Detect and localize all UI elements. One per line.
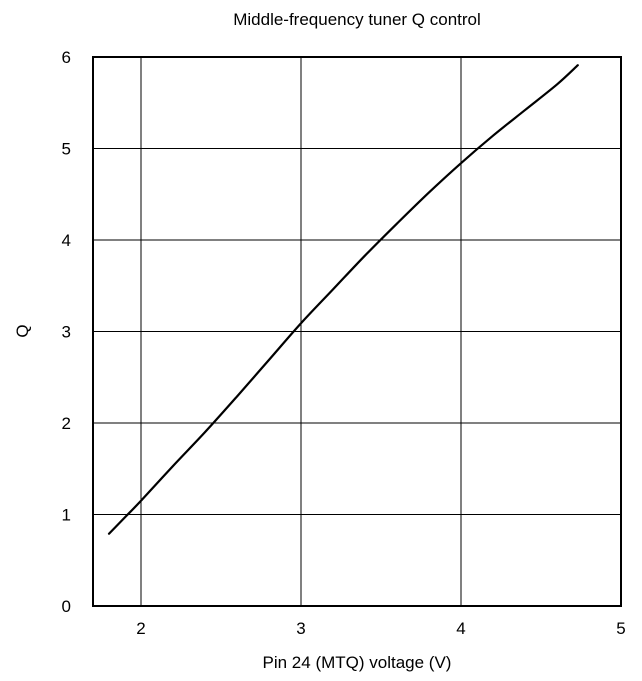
y-tick-label-3: 3	[62, 323, 71, 342]
gridlines	[93, 57, 621, 606]
x-axis-ticks: 2 3 4 5	[136, 619, 625, 638]
x-axis-title: Pin 24 (MTQ) voltage (V)	[263, 653, 452, 672]
y-tick-label-0: 0	[62, 597, 71, 616]
plot-frame	[92, 56, 622, 607]
plot-area	[107, 64, 579, 535]
y-axis-title: Q	[13, 324, 32, 337]
y-tick-label-2: 2	[62, 414, 71, 433]
y-axis-ticks: 0 1 2 3 4 5 6	[62, 48, 71, 616]
y-tick-label-1: 1	[62, 506, 71, 525]
x-tick-label-3: 3	[296, 619, 305, 638]
x-tick-label-4: 4	[456, 619, 465, 638]
x-tick-label-5: 5	[616, 619, 625, 638]
chart-title: Middle-frequency tuner Q control	[233, 10, 481, 29]
x-tick-label-2: 2	[136, 619, 145, 638]
q-curve-line-0	[107, 64, 579, 535]
y-tick-label-5: 5	[62, 140, 71, 159]
y-tick-label-4: 4	[62, 231, 71, 250]
y-tick-label-6: 6	[62, 48, 71, 67]
